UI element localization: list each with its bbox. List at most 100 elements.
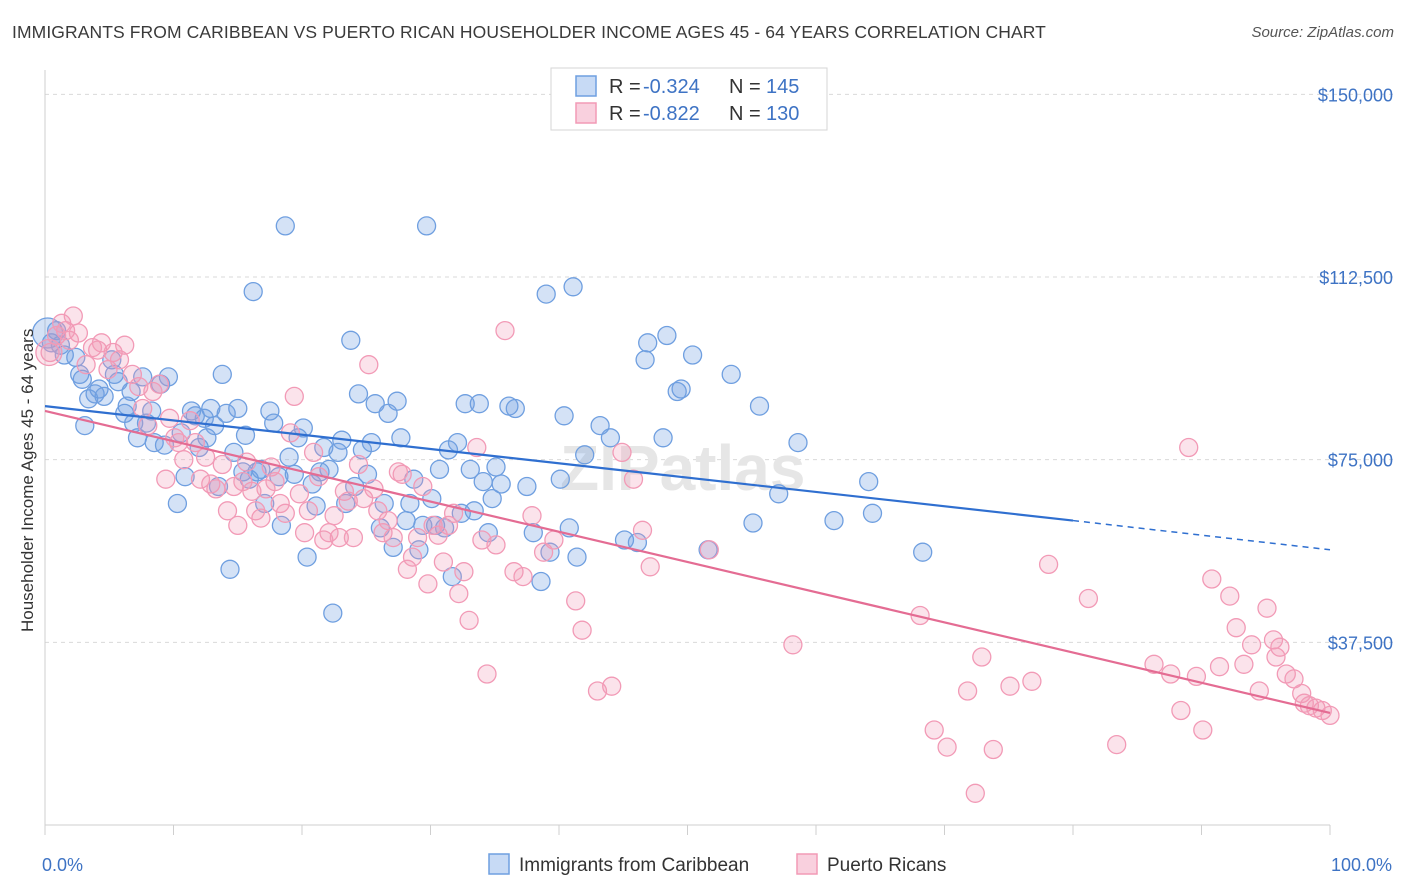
legend-n-value-0: 145 <box>766 76 799 98</box>
caribbean-point-71 <box>348 384 369 404</box>
puerto-rican-point-31 <box>206 479 226 499</box>
caribbean-point-131 <box>743 513 763 533</box>
puerto-rican-point-59 <box>343 527 364 548</box>
puerto-rican-point-28 <box>190 469 211 489</box>
caribbean-point-96 <box>455 394 475 414</box>
caribbean-point-100 <box>473 471 493 492</box>
puerto-rican-point-47 <box>284 386 304 407</box>
caribbean-point-103 <box>486 457 506 477</box>
legend-n-value-1: 130 <box>766 103 799 125</box>
legend-r-value-1: -0.822 <box>643 103 700 125</box>
puerto-rican-point-21 <box>156 469 176 489</box>
puerto-rican-point-13 <box>109 350 130 370</box>
puerto-rican-point-97 <box>612 442 632 463</box>
puerto-rican-point-139 <box>1266 647 1286 667</box>
puerto-rican-point-5 <box>63 306 83 326</box>
caribbean-point-54 <box>275 216 295 236</box>
puerto-rican-point-104 <box>924 720 944 740</box>
y-tick-label-0: $150,000 <box>1318 85 1393 105</box>
puerto-rican-point-65 <box>373 523 393 543</box>
puerto-rican-point-67 <box>383 527 403 548</box>
caribbean-point-110 <box>536 284 556 304</box>
puerto-rican-point-137 <box>1320 705 1340 726</box>
puerto-rican-point-101 <box>699 540 719 560</box>
legend-bottom-label-puerto-ricans: Puerto Ricans <box>827 855 946 876</box>
puerto-rican-point-40 <box>251 508 271 528</box>
caribbean-point-34 <box>197 428 217 448</box>
puerto-rican-point-38 <box>242 481 262 501</box>
puerto-rican-point-86 <box>486 535 506 555</box>
caribbean-point-87 <box>416 216 437 236</box>
puerto-rican-point-93 <box>566 591 586 611</box>
puerto-rican-point-77 <box>433 552 454 572</box>
caribbean-point-53 <box>271 515 292 536</box>
puerto-rican-point-85 <box>477 664 497 684</box>
puerto-rican-point-44 <box>270 493 290 514</box>
caribbean-point-44 <box>235 425 256 445</box>
caribbean-point-55 <box>279 447 299 467</box>
puerto-rican-point-87 <box>495 320 515 341</box>
puerto-rican-point-94 <box>572 620 592 640</box>
puerto-rican-point-17 <box>133 398 153 419</box>
puerto-rican-point-80 <box>449 583 469 604</box>
caribbean-point-113 <box>554 406 574 426</box>
puerto-rican-point-34 <box>224 476 244 497</box>
caribbean-point-115 <box>563 277 583 297</box>
x-ticks <box>44 825 1331 835</box>
puerto-rican-point-72 <box>407 527 428 548</box>
caribbean-point-128 <box>682 345 703 365</box>
caribbean-point-102 <box>482 488 502 509</box>
caribbean-point-130 <box>721 364 741 385</box>
puerto-rican-point-66 <box>378 510 398 531</box>
puerto-rican-point-51 <box>303 442 324 463</box>
x-tick-label-0: 0.0% <box>42 855 83 875</box>
caribbean-point-122 <box>635 350 655 370</box>
caribbean-point-83 <box>400 493 420 514</box>
caribbean-point-132 <box>749 396 770 416</box>
caribbean-point-106 <box>505 398 525 419</box>
puerto-rican-point-102 <box>783 635 803 655</box>
caribbean-point-51 <box>264 413 284 433</box>
caribbean-point-63 <box>314 437 334 458</box>
legend-bottom-label-caribbean: Immigrants from Caribbean <box>519 855 749 876</box>
puerto-rican-point-60 <box>348 454 369 475</box>
puerto-rican-point-45 <box>275 503 295 523</box>
puerto-rican-point-98 <box>623 469 644 489</box>
caribbean-point-93 <box>442 566 462 587</box>
caribbean-point-135 <box>824 510 844 531</box>
caribbean-point-38 <box>212 364 232 385</box>
legend-top: R = -0.324 N = 145 R = -0.822 N = 130 <box>550 67 828 131</box>
puerto-rican-point-110 <box>1000 676 1020 696</box>
caribbean-point-107 <box>517 476 537 497</box>
grid-lines <box>45 93 1395 643</box>
caribbean-point-124 <box>653 428 673 448</box>
puerto-rican-point-large <box>35 338 63 367</box>
puerto-rican-point-125 <box>1234 654 1254 674</box>
caribbean-point-12 <box>102 350 122 370</box>
puerto-rican-point-121 <box>1202 569 1222 589</box>
y-tick-labels: $150,000 $112,500 $75,000 $37,500 <box>1318 85 1393 653</box>
caribbean-point-109 <box>531 571 551 592</box>
legend-r-label-1: R = <box>609 103 641 125</box>
puerto-rican-point-32 <box>212 454 232 475</box>
caribbean-point-29 <box>175 467 195 487</box>
legend-swatch-blue <box>575 75 597 97</box>
x-tick-label-100: 100.0% <box>1331 855 1392 875</box>
puerto-rican-point-19 <box>143 381 163 402</box>
legend-n-label-1: N = <box>729 103 761 125</box>
puerto-rican-point-43 <box>265 471 285 492</box>
chart-title: IMMIGRANTS FROM CARIBBEAN VS PUERTO RICA… <box>12 22 1046 42</box>
puerto-rican-point-117 <box>1171 700 1191 721</box>
puerto-rican-point-25 <box>174 450 194 470</box>
caribbean-point-125 <box>657 325 677 346</box>
caribbean-point-123 <box>638 333 658 353</box>
caribbean-point-127 <box>671 379 691 399</box>
trend-line-puerto-ricans <box>44 409 1331 715</box>
puerto-rican-point-20 <box>149 374 170 394</box>
caribbean-point-75 <box>365 394 385 414</box>
puerto-rican-point-48 <box>289 484 310 504</box>
puerto-rican-point-89 <box>513 566 533 587</box>
puerto-rican-point-83 <box>467 437 487 458</box>
puerto-rican-point-109 <box>983 739 1003 760</box>
